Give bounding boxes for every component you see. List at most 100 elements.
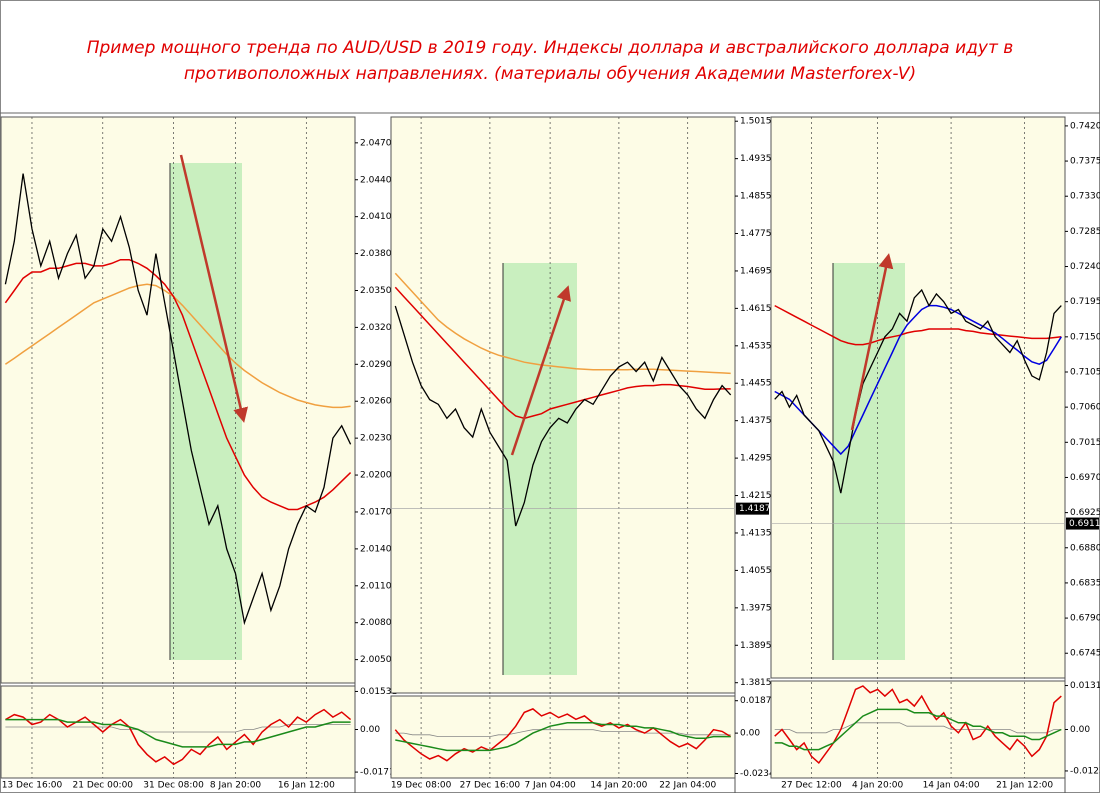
y-tick-label: 0.7330 <box>1070 192 1100 202</box>
price-line <box>774 288 1062 494</box>
y-tick-label: 2.0230 <box>360 434 392 444</box>
x-tick-label: 16 Jan 12:00 <box>278 781 335 791</box>
y-tick-label: 1.4055 <box>740 566 772 576</box>
y-tick-label: 0.6925 <box>1070 508 1100 518</box>
osc-tick-label: -0.01239 <box>1070 766 1100 776</box>
y-tick-label: 0.6880 <box>1070 543 1100 553</box>
x-tick-label: 8 Jan 20:00 <box>210 781 262 791</box>
oscillator-line <box>5 708 352 766</box>
oscillator-line <box>5 724 351 733</box>
y-tick-label: 2.0410 <box>360 212 392 222</box>
last-price-label: 1.4187 <box>739 504 771 514</box>
trend-arrow <box>179 154 249 423</box>
oscillator-line <box>5 718 351 748</box>
price-line <box>774 304 1062 346</box>
price-line <box>394 272 731 375</box>
last-price-box <box>736 502 769 515</box>
trend-zone <box>503 263 577 675</box>
y-tick-label: 1.5015 <box>740 117 772 127</box>
y-tick-label: 2.0290 <box>360 360 392 370</box>
y-tick-label: 0.7285 <box>1070 227 1100 237</box>
oscillator-line <box>395 722 731 752</box>
y-tick-label: 2.0260 <box>360 397 392 407</box>
price-line <box>4 173 352 626</box>
trend-arrow <box>850 253 894 431</box>
last-price-box <box>1066 517 1099 530</box>
y-tick-label: 0.6835 <box>1070 578 1100 588</box>
x-tick-label: 4 Jan 20:00 <box>852 781 904 791</box>
x-tick-label: 14 Jan 04:00 <box>923 781 980 791</box>
last-price-label: 0.6911 <box>1069 519 1100 529</box>
plot-area <box>770 116 1066 679</box>
y-tick-label: 1.4135 <box>740 528 772 538</box>
oscillator-line <box>394 708 732 762</box>
y-tick-label: 1.4535 <box>740 341 772 351</box>
y-tick-label: 2.0200 <box>360 471 392 481</box>
y-tick-label: 1.4855 <box>740 192 772 202</box>
x-tick-label: 22 Jan 04:00 <box>659 781 716 791</box>
y-tick-label: 0.7240 <box>1070 262 1100 272</box>
price-line <box>394 305 732 527</box>
osc-tick-label: 0.00 <box>740 729 760 739</box>
oscillator-line <box>774 685 1062 765</box>
y-tick-label: 0.7195 <box>1070 297 1100 307</box>
x-tick-label: 7 Jan 04:00 <box>524 781 576 791</box>
y-tick-label: 1.4295 <box>740 454 772 464</box>
y-tick-label: 1.4375 <box>740 416 772 426</box>
y-tick-label: 1.4695 <box>740 266 772 276</box>
y-tick-label: 1.4215 <box>740 491 772 501</box>
price-line <box>394 286 731 420</box>
osc-tick-label: 0.00 <box>360 725 380 735</box>
trend-zone <box>833 263 905 660</box>
y-tick-label: 0.6790 <box>1070 614 1100 624</box>
y-tick-label: 1.4455 <box>740 379 772 389</box>
y-tick-label: 1.3975 <box>740 603 772 613</box>
osc-tick-label: -0.01712 <box>360 768 400 778</box>
y-tick-label: 2.0440 <box>360 175 392 185</box>
x-tick-label: 13 Dec 16:00 <box>2 781 63 791</box>
oscillator-line <box>774 708 1062 751</box>
x-tick-label: 19 Dec 08:00 <box>391 781 452 791</box>
y-tick-label: 2.0170 <box>360 507 392 517</box>
y-tick-label: 1.4775 <box>740 229 772 239</box>
y-tick-label: 2.0350 <box>360 286 392 296</box>
x-tick-label: 14 Jan 20:00 <box>590 781 647 791</box>
y-tick-label: 0.6970 <box>1070 473 1100 483</box>
y-tick-label: 0.6745 <box>1070 649 1100 659</box>
y-tick-label: 1.4615 <box>740 304 772 314</box>
title-line: Пример мощного тренда по AUD/USD в 2019 … <box>87 38 1014 58</box>
y-tick-label: 1.3815 <box>740 678 772 688</box>
y-tick-label: 2.0140 <box>360 544 392 554</box>
y-tick-label: 0.7060 <box>1070 403 1100 413</box>
oscillator-line <box>774 722 1062 734</box>
y-tick-label: 1.4935 <box>740 154 772 164</box>
y-tick-label: 2.0320 <box>360 323 392 333</box>
y-tick-label: 0.7375 <box>1070 157 1100 167</box>
osc-tick-label: 0.01314 <box>1070 681 1100 691</box>
y-tick-label: 2.0470 <box>360 138 392 148</box>
y-tick-label: 1.3895 <box>740 641 772 651</box>
x-tick-label: 21 Dec 00:00 <box>73 781 134 791</box>
title-line: противоположных направлениях. (материалы… <box>184 64 916 84</box>
trend-arrow <box>510 285 571 456</box>
x-tick-label: 27 Dec 16:00 <box>460 781 521 791</box>
price-line <box>4 283 351 409</box>
oscillator-area <box>770 680 1066 779</box>
osc-tick-label: 0.00 <box>1070 725 1090 735</box>
y-tick-label: 0.7420 <box>1070 121 1100 131</box>
x-tick-label: 31 Dec 08:00 <box>143 781 204 791</box>
y-tick-label: 0.7015 <box>1070 438 1100 448</box>
trend-zone <box>170 163 242 660</box>
y-tick-label: 0.7150 <box>1070 332 1100 342</box>
x-tick-label: 27 Dec 12:00 <box>781 781 842 791</box>
osc-tick-label: 0.01531 <box>360 687 397 697</box>
y-tick-label: 2.0050 <box>360 655 392 665</box>
x-tick-label: 21 Jan 12:00 <box>996 781 1053 791</box>
y-tick-label: 0.7105 <box>1070 367 1100 377</box>
y-tick-label: 2.0080 <box>360 618 392 628</box>
y-tick-label: 2.0380 <box>360 249 392 259</box>
osc-tick-label: 0.01877 <box>740 696 777 706</box>
y-tick-label: 2.0110 <box>360 581 392 591</box>
